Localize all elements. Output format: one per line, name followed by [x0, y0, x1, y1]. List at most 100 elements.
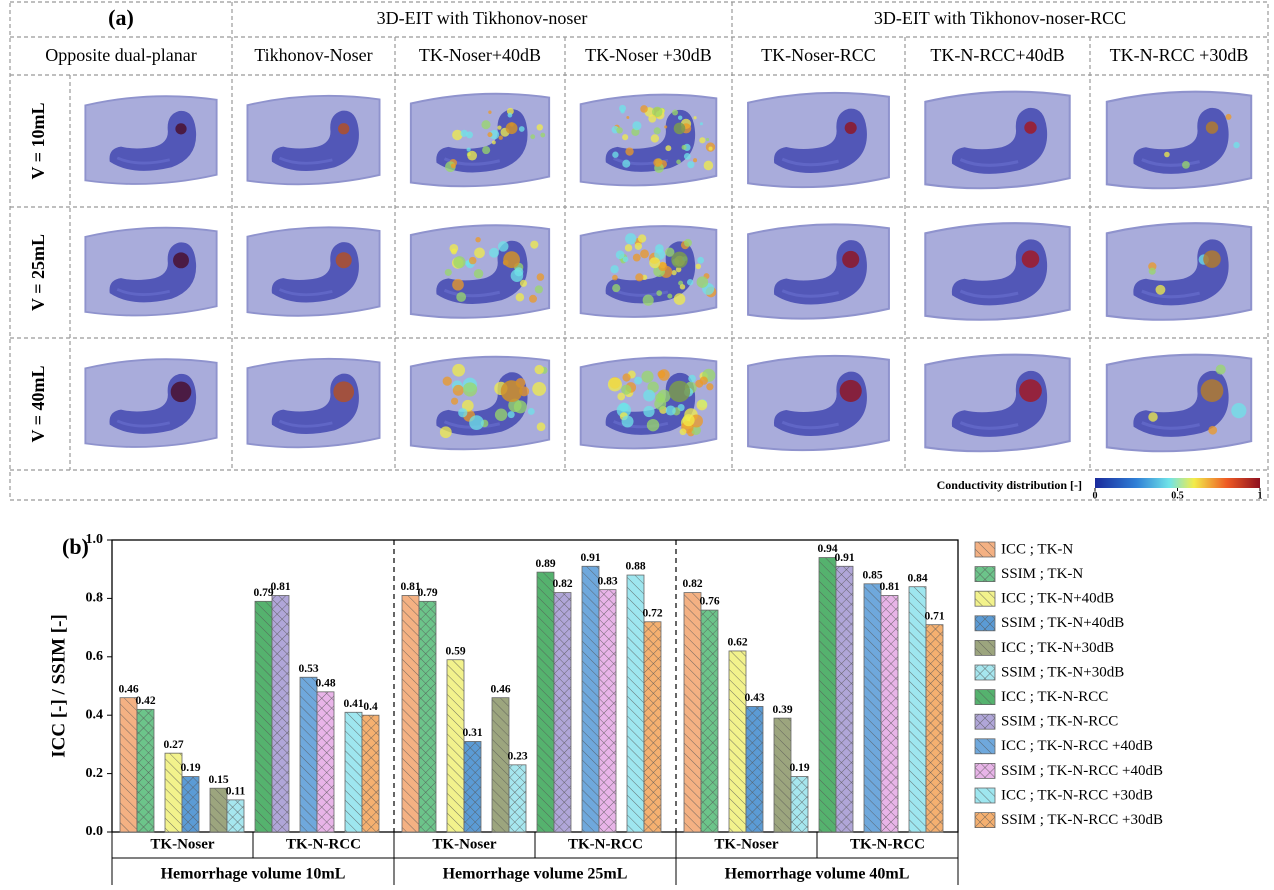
bar — [447, 660, 464, 832]
reconstruction-image — [85, 228, 216, 316]
legend-swatch — [975, 542, 995, 557]
value-label: 0.72 — [642, 607, 662, 619]
figure: (a) 3D-EIT with Tikhonov-noser 3D-EIT wi… — [0, 0, 1274, 885]
column-header: TK-N-RCC+40dB — [930, 45, 1064, 65]
value-label: 0.11 — [226, 786, 246, 798]
bar — [836, 566, 853, 832]
bar — [774, 718, 791, 832]
value-label: 0.15 — [208, 774, 228, 786]
value-label: 0.85 — [862, 569, 882, 581]
legend-label: ICC ; TK-N-RCC — [1001, 689, 1108, 705]
legend-swatch — [975, 640, 995, 655]
value-label: 0.41 — [343, 698, 363, 710]
x-subgroup-label: TK-N-RCC — [850, 836, 925, 852]
row-label: V = 10mL — [28, 103, 48, 180]
bar — [402, 595, 419, 832]
value-label: 0.71 — [924, 610, 944, 622]
value-label: 0.91 — [834, 552, 854, 564]
y-tick-label: 1.0 — [86, 532, 104, 547]
reconstruction-image — [411, 357, 549, 450]
legend-swatch — [975, 690, 995, 705]
y-tick-label: 0.2 — [86, 766, 104, 781]
value-label: 0.91 — [580, 552, 600, 564]
column-header: TK-Noser +30dB — [585, 45, 712, 65]
legend-label: SSIM ; TK-N+30dB — [1001, 664, 1124, 680]
value-label: 0.83 — [597, 575, 617, 587]
value-label: 0.23 — [507, 750, 527, 762]
value-label: 0.48 — [315, 677, 335, 689]
value-label: 0.79 — [417, 587, 437, 599]
bar — [701, 610, 718, 832]
bar — [182, 777, 199, 832]
panel-label: (a) — [108, 5, 134, 30]
x-group-label: Hemorrhage volume 40mL — [725, 866, 910, 883]
bar — [492, 698, 509, 832]
row-label: V = 25mL — [28, 234, 48, 311]
bar — [627, 575, 644, 832]
value-label: 0.81 — [270, 581, 290, 593]
colorbar-tick-label: 1 — [1258, 490, 1263, 501]
bar — [255, 601, 272, 832]
legend-label: SSIM ; TK-N-RCC +30dB — [1001, 812, 1163, 828]
reconstruction-image — [581, 95, 717, 186]
reconstruction-image — [411, 94, 549, 187]
legend-swatch — [975, 616, 995, 631]
legend-swatch — [975, 714, 995, 729]
bar — [464, 741, 481, 832]
legend-label: ICC ; TK-N-RCC +40dB — [1001, 738, 1153, 754]
colorbar — [1095, 478, 1260, 488]
y-tick-label: 0.0 — [86, 824, 104, 839]
y-tick-label: 0.6 — [86, 649, 104, 664]
bar — [419, 601, 436, 832]
legend-label: ICC ; TK-N-RCC +30dB — [1001, 787, 1153, 803]
bar — [864, 584, 881, 832]
legend-swatch — [975, 813, 995, 828]
value-label: 0.46 — [490, 683, 510, 695]
legend-swatch — [975, 739, 995, 754]
group-header: 3D-EIT with Tikhonov-noser-RCC — [874, 8, 1126, 28]
x-group-label: Hemorrhage volume 10mL — [161, 866, 346, 883]
bar — [881, 595, 898, 832]
reconstruction-image — [411, 225, 549, 318]
value-label: 0.89 — [535, 558, 555, 570]
reference-header: Opposite dual-planar — [45, 45, 196, 65]
reconstruction-image — [581, 226, 717, 317]
x-subgroup-label: TK-N-RCC — [568, 836, 643, 852]
legend-swatch — [975, 665, 995, 680]
value-label: 0.82 — [682, 578, 702, 590]
bar — [909, 587, 926, 832]
group-header: 3D-EIT with Tikhonov-noser — [377, 8, 588, 28]
value-label: 0.88 — [625, 561, 645, 573]
value-label: 0.76 — [699, 596, 719, 608]
bar — [582, 566, 599, 832]
bar — [137, 709, 154, 832]
legend-swatch — [975, 788, 995, 803]
bar — [300, 677, 317, 832]
bar — [317, 692, 334, 832]
bar — [819, 558, 836, 832]
reconstruction-image — [247, 96, 379, 184]
reconstruction-image — [925, 355, 1069, 452]
bar — [165, 753, 182, 832]
colorbar-tick-label: 0 — [1093, 490, 1098, 501]
value-label: 0.82 — [552, 578, 572, 590]
legend-label: ICC ; TK-N+30dB — [1001, 640, 1114, 656]
bar — [362, 715, 379, 832]
legend-label: SSIM ; TK-N-RCC — [1001, 714, 1118, 730]
bar — [644, 622, 661, 832]
value-label: 0.19 — [180, 762, 200, 774]
colorbar-label: Conductivity distribution [-] — [937, 478, 1082, 492]
colorbar-tick-label: 0.5 — [1171, 490, 1184, 501]
legend-swatch — [975, 763, 995, 778]
legend-swatch — [975, 567, 995, 582]
reconstruction-image — [85, 96, 216, 184]
legend-label: SSIM ; TK-N+40dB — [1001, 615, 1124, 631]
bar — [210, 788, 227, 832]
bar — [746, 706, 763, 832]
bar — [926, 625, 943, 832]
bar — [537, 572, 554, 832]
bar — [554, 593, 571, 832]
reconstruction-image — [581, 358, 717, 449]
value-label: 0.42 — [135, 695, 155, 707]
bar — [684, 593, 701, 832]
